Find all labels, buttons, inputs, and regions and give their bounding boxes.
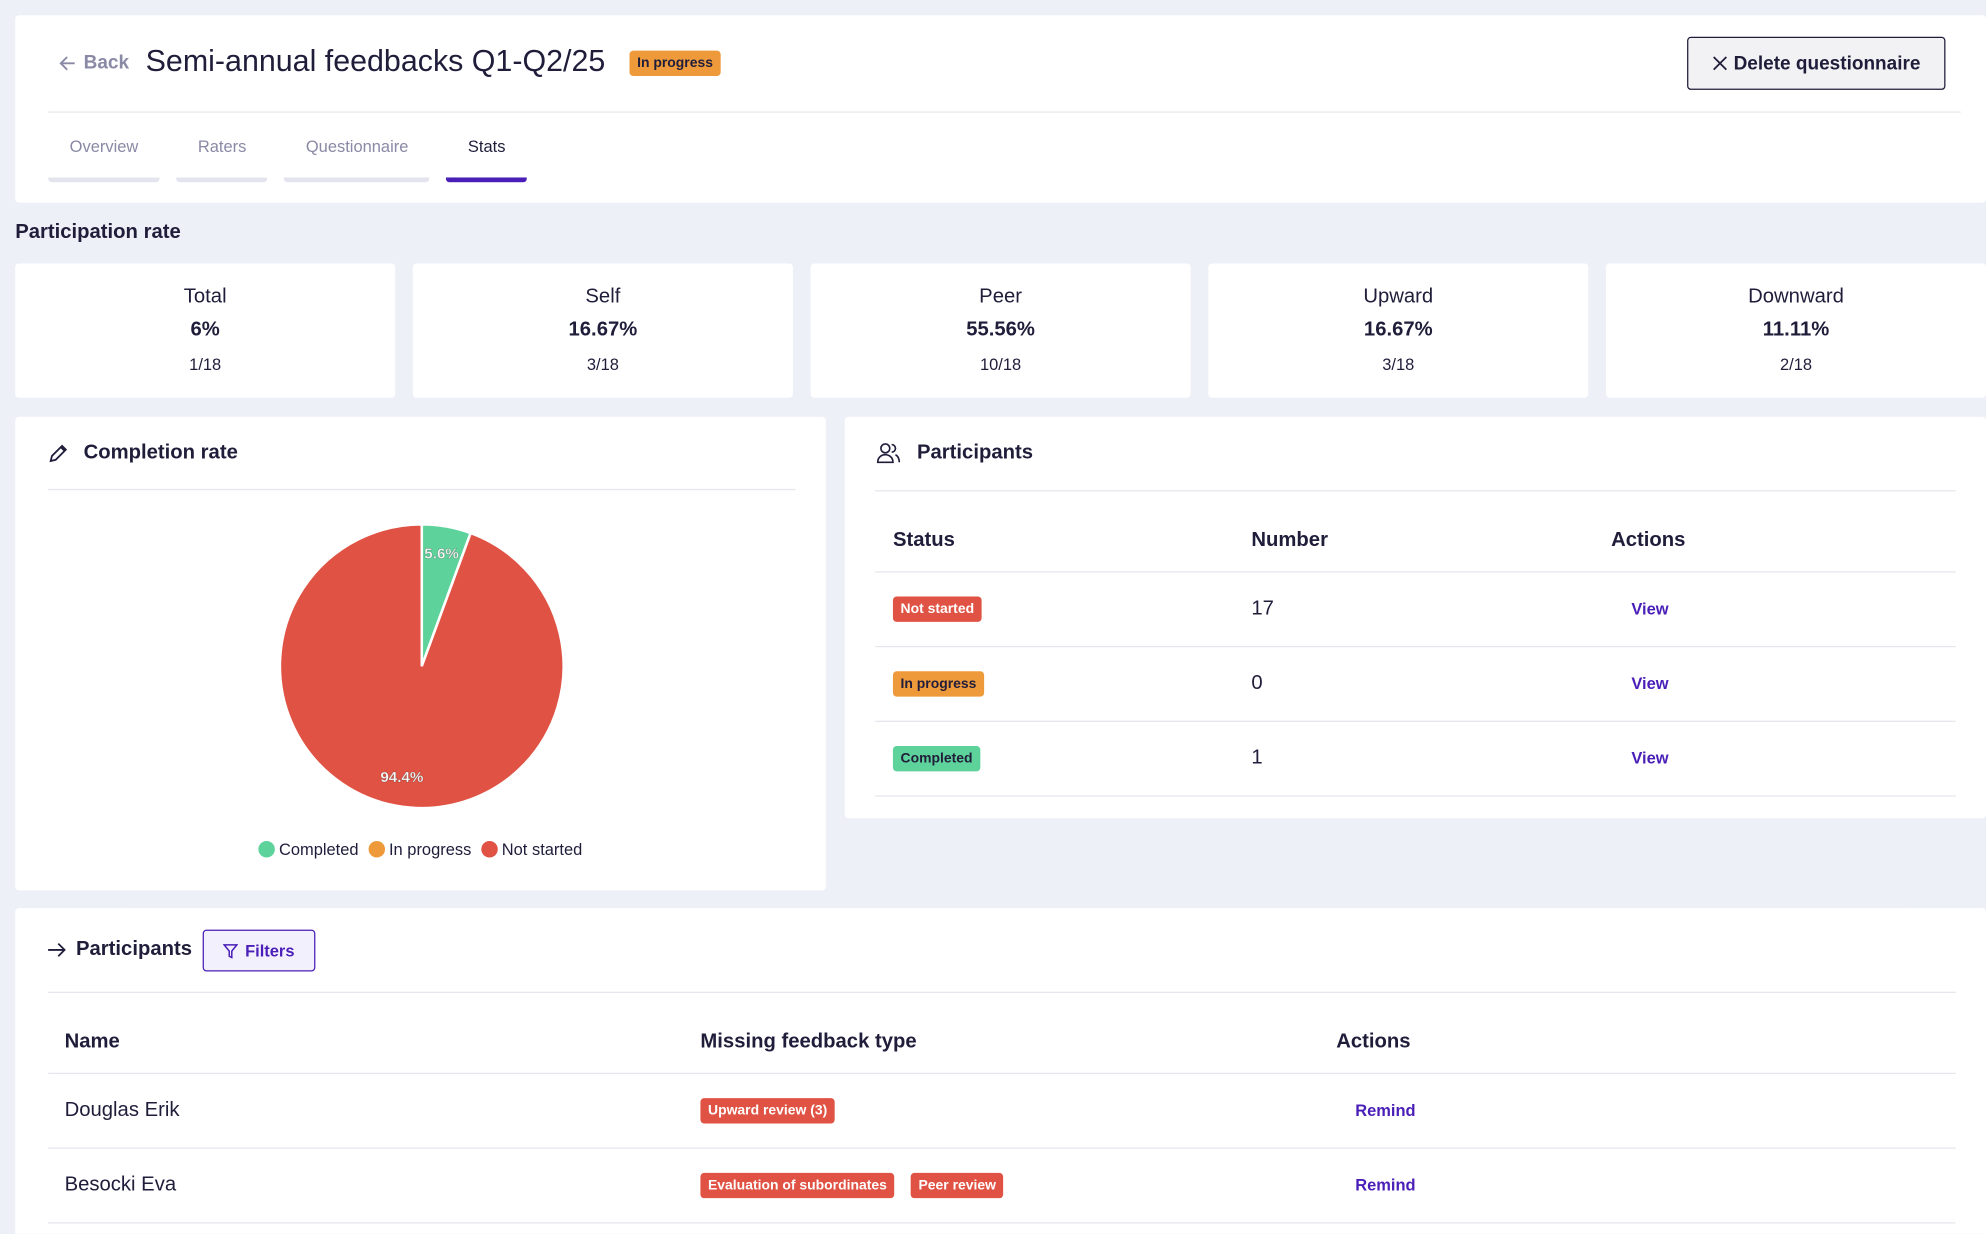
filter-label: Filters [245, 941, 295, 961]
legend-swatch [368, 841, 386, 858]
divider [48, 111, 1961, 113]
divider [48, 488, 796, 491]
view-link[interactable]: View [1631, 748, 1669, 768]
column-header: Actions [1336, 1031, 1411, 1054]
count: 0 [1251, 673, 1263, 695]
slice-label: 5.6% [424, 546, 459, 563]
tab[interactable]: Raters [176, 127, 268, 183]
tab-bar: Overview Raters Questionnaire Stats [48, 127, 527, 183]
legend-item: Completed [258, 839, 359, 859]
count: 1 [1251, 747, 1263, 770]
close-icon [1712, 56, 1727, 71]
delete-label: Delete questionnaire [1733, 52, 1921, 75]
stat-card: Self 16.67% 3/18 [412, 263, 793, 398]
back-icon[interactable] [58, 54, 76, 72]
participant-name: Besocki Eva [64, 1174, 177, 1197]
legend-label: Not started [501, 839, 583, 859]
tab[interactable]: Overview [48, 127, 160, 183]
view-link[interactable]: View [1631, 599, 1669, 619]
pie-chart: 5.6% 94.4% [278, 523, 565, 810]
panel-title: Participants [917, 442, 1034, 465]
legend-swatch [258, 841, 276, 858]
page-title: Semi-annual feedbacks Q1-Q2/25 [145, 43, 606, 79]
view-link[interactable]: View [1631, 674, 1669, 694]
divider [875, 645, 1956, 648]
participant-name: Douglas Erik [64, 1099, 180, 1122]
column-header: Actions [1611, 529, 1686, 552]
arrow-icon [48, 942, 66, 957]
card-rate: 55.56% [966, 319, 1035, 341]
card-rate: 16.67% [568, 319, 638, 341]
remind-link[interactable]: Remind [1355, 1100, 1416, 1120]
divider [875, 490, 1956, 492]
remind-link[interactable]: Remind [1355, 1175, 1416, 1195]
legend-item: Not started [481, 840, 582, 859]
column-header: Status [892, 529, 955, 552]
slice-label: 94.4% [380, 769, 424, 786]
card-count: 2/18 [1779, 354, 1813, 374]
card-row: Total 6% 1/18 Self 16.67% 3/18 Peer 55.56% 10/18… [15, 263, 1986, 398]
divider [48, 991, 1956, 993]
section-title: Participation rate [15, 222, 181, 244]
stat-card: Downward 11.11% 2/18 [1606, 263, 1986, 398]
panel-title: Completion rate [83, 442, 238, 465]
tab[interactable]: Questionnaire [284, 127, 430, 183]
card-count: 3/18 [1382, 354, 1415, 374]
legend-label: In progress [388, 839, 472, 859]
people-icon [876, 443, 901, 464]
divider [48, 1222, 1956, 1224]
column-header: Number [1251, 529, 1328, 552]
missing-badge: Upward review (3) [700, 1098, 835, 1124]
legend: Completed In progress Not started [15, 840, 826, 859]
filter-button[interactable]: Filters [202, 929, 316, 972]
status-badge: In progress [892, 671, 985, 697]
missing-badge: Peer review [910, 1172, 1004, 1199]
header-panel [15, 15, 1986, 203]
status-badge: In progress [629, 50, 721, 76]
legend-label: Completed [278, 839, 359, 859]
column-header: Missing feedback type [700, 1031, 917, 1054]
card-rate: 11.11% [1762, 319, 1830, 341]
count: 17 [1251, 598, 1274, 620]
pie-slice [278, 523, 565, 810]
stat-card: Peer 55.56% 10/18 [810, 263, 1191, 398]
divider [875, 795, 1956, 797]
tab[interactable]: Stats [446, 127, 527, 183]
card-label: Peer [979, 286, 1022, 308]
legend-swatch [481, 841, 498, 858]
missing-types: Evaluation of subordinates Peer review [700, 1172, 1004, 1199]
card-label: Total [183, 286, 227, 308]
legend-item: In progress [368, 839, 472, 859]
pencil-icon [49, 444, 68, 463]
divider [875, 720, 1956, 722]
filter-icon [223, 943, 239, 959]
status-badge: Completed [892, 746, 981, 772]
card-label: Upward [1363, 286, 1434, 308]
missing-types: Upward review (3) [700, 1098, 835, 1124]
card-rate: 16.67% [1363, 319, 1433, 341]
card-label: Downward [1748, 286, 1844, 308]
card-count: 3/18 [586, 354, 619, 374]
divider [48, 1147, 1956, 1149]
back-link[interactable]: Back [83, 51, 130, 74]
missing-badge: Evaluation of subordinates [700, 1172, 895, 1199]
panel-title: Participants [75, 939, 193, 961]
card-count: 1/18 [189, 354, 222, 374]
status-badge: Not started [892, 596, 982, 622]
card-count: 10/18 [979, 354, 1022, 374]
delete-button[interactable]: Delete questionnaire [1687, 36, 1946, 90]
column-header: Name [64, 1031, 120, 1054]
summary-panel [844, 416, 1986, 819]
stat-card: Total 6% 1/18 [15, 263, 396, 398]
card-rate: 6% [190, 319, 220, 341]
divider [875, 571, 1956, 573]
stat-card: Upward 16.67% 3/18 [1208, 263, 1589, 398]
card-label: Self [585, 286, 621, 308]
divider [48, 1072, 1956, 1075]
